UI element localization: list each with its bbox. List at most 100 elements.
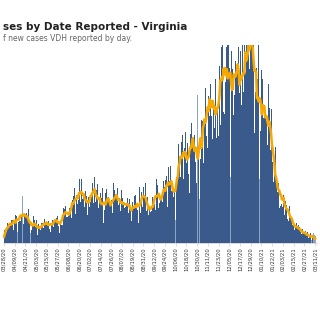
Bar	[227, 84, 228, 243]
Bar	[308, 238, 309, 243]
Bar	[52, 220, 53, 243]
Bar	[305, 231, 306, 243]
Bar	[295, 227, 296, 243]
Bar	[72, 200, 73, 243]
Bar	[258, 40, 259, 243]
Bar	[255, 92, 256, 243]
Bar	[49, 229, 50, 243]
Bar	[141, 192, 142, 243]
Bar	[39, 228, 40, 243]
Bar	[131, 221, 132, 243]
Bar	[209, 116, 210, 243]
Bar	[277, 192, 278, 243]
Bar	[231, 51, 232, 243]
Bar	[183, 179, 184, 243]
Bar	[161, 198, 162, 243]
Bar	[273, 182, 274, 243]
Bar	[257, 79, 258, 243]
Bar	[304, 233, 305, 243]
Bar	[156, 179, 157, 243]
Bar	[203, 163, 204, 243]
Bar	[300, 234, 301, 243]
Bar	[11, 220, 12, 243]
Bar	[93, 203, 94, 243]
Bar	[215, 79, 216, 243]
Bar	[84, 207, 85, 243]
Bar	[283, 195, 284, 243]
Bar	[267, 145, 268, 243]
Bar	[78, 200, 79, 243]
Bar	[77, 204, 78, 243]
Bar	[307, 232, 308, 243]
Bar	[30, 233, 31, 243]
Bar	[200, 159, 201, 243]
Bar	[119, 197, 120, 243]
Bar	[134, 196, 135, 243]
Bar	[251, 2, 252, 243]
Bar	[135, 195, 136, 243]
Bar	[194, 135, 195, 243]
Bar	[260, 131, 261, 243]
Bar	[18, 222, 19, 243]
Bar	[91, 196, 92, 243]
Bar	[241, 105, 242, 243]
Bar	[96, 190, 97, 243]
Bar	[290, 217, 291, 243]
Bar	[120, 211, 121, 243]
Bar	[181, 142, 182, 243]
Bar	[253, 0, 254, 243]
Bar	[108, 197, 109, 243]
Bar	[220, 125, 221, 243]
Bar	[40, 230, 41, 243]
Bar	[155, 210, 156, 243]
Bar	[176, 177, 177, 243]
Bar	[139, 187, 140, 243]
Bar	[167, 207, 168, 243]
Bar	[306, 237, 307, 243]
Bar	[313, 233, 314, 243]
Bar	[204, 121, 205, 243]
Bar	[64, 209, 65, 243]
Bar	[32, 224, 33, 243]
Bar	[189, 193, 190, 243]
Bar	[169, 181, 170, 243]
Bar	[217, 111, 218, 243]
Bar	[114, 190, 115, 243]
Bar	[238, 47, 239, 243]
Bar	[38, 231, 39, 243]
Bar	[116, 196, 117, 243]
Bar	[121, 190, 122, 243]
Bar	[247, 28, 248, 243]
Bar	[164, 187, 165, 243]
Bar	[89, 207, 90, 243]
Bar	[297, 226, 298, 243]
Bar	[208, 96, 209, 243]
Bar	[29, 223, 30, 243]
Bar	[263, 118, 264, 243]
Bar	[256, 94, 257, 243]
Bar	[314, 235, 315, 243]
Bar	[153, 207, 154, 243]
Bar	[28, 222, 29, 243]
Bar	[130, 209, 131, 243]
Bar	[128, 212, 129, 243]
Bar	[254, 133, 255, 243]
Bar	[291, 212, 292, 243]
Bar	[288, 221, 289, 243]
Bar	[95, 202, 96, 243]
Bar	[249, 69, 250, 243]
Bar	[146, 211, 147, 243]
Bar	[174, 191, 175, 243]
Bar	[226, 47, 227, 243]
Bar	[270, 150, 271, 243]
Bar	[248, 54, 249, 243]
Bar	[184, 148, 185, 243]
Bar	[92, 184, 93, 243]
Bar	[315, 236, 316, 243]
Bar	[303, 232, 304, 243]
Bar	[246, 112, 247, 243]
Bar	[182, 134, 183, 243]
Bar	[23, 224, 24, 243]
Bar	[71, 218, 72, 243]
Bar	[75, 214, 76, 243]
